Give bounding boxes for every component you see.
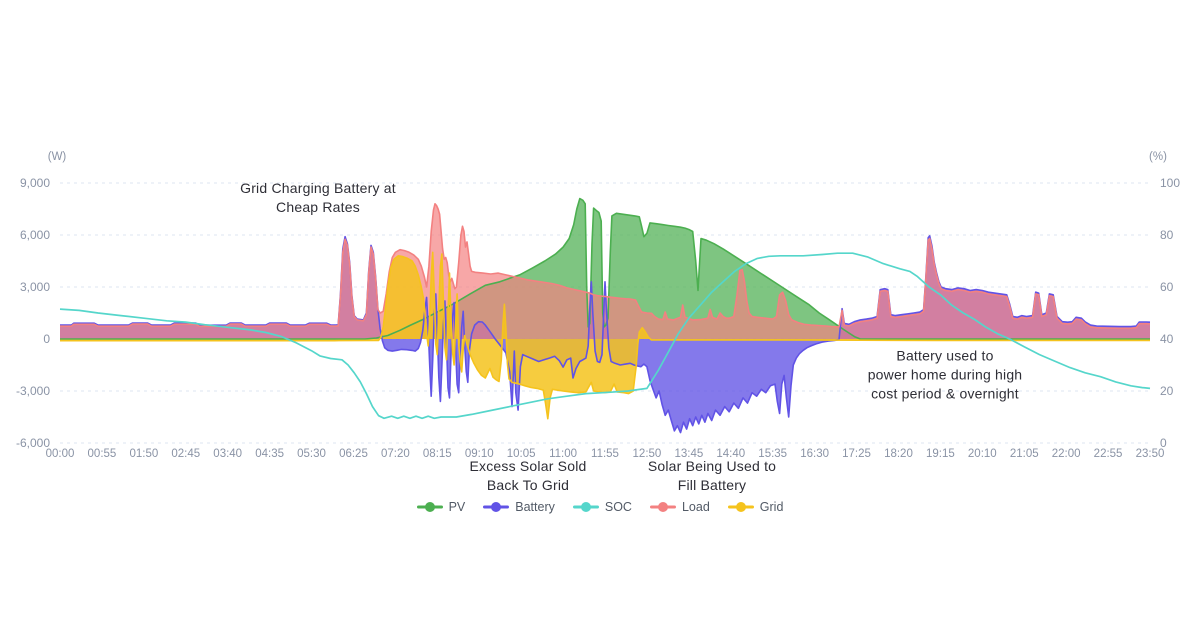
x-axis-tick: 16:30 [800,448,829,460]
right-axis-tick: 20 [1160,384,1174,398]
legend-item-load[interactable]: Load [649,500,710,514]
series-pv-line [60,197,1150,340]
annotation-excess-solar: Excess Solar Sold Back To Grid [469,458,587,493]
left-axis-unit-label: (W) [47,151,67,163]
x-axis-tick: 15:35 [758,448,787,460]
left-axis-tick: 9,000 [20,176,50,190]
right-axis-unit-label: (%) [1149,151,1167,163]
x-axis-tick: 18:20 [884,448,913,460]
legend: PV Battery SOC Load Grid [0,500,1200,514]
x-axis-tick: 00:00 [46,448,75,460]
legend-label: SOC [604,500,632,514]
annotation-solar-fill-battery: Solar Being Used to Fill Battery [647,458,777,493]
x-axis-tick: 19:15 [926,448,955,460]
series-load-line [60,203,1151,330]
legend-label: Grid [759,500,784,514]
series-grid-area [60,252,1150,419]
annotation-grid-charging: Grid Charging Battery at Cheap Rates [240,180,396,215]
x-axis-tick: 10:05 [507,448,536,460]
left-axis-tick: 6,000 [20,228,50,242]
x-axis-tick: 11:00 [549,448,577,460]
x-axis-tick: 20:10 [968,448,997,460]
right-axis-tick: 80 [1160,228,1174,242]
x-axis-tick: 06:25 [339,448,368,460]
x-axis-tick: 17:25 [842,448,871,460]
x-axis-tick: 21:05 [1010,448,1039,460]
legend-marker-icon [483,502,510,512]
legend-marker-icon [649,502,676,512]
right-axis-tick: 40 [1160,332,1174,346]
legend-item-pv[interactable]: PV [416,500,466,514]
x-axis-tick: 13:45 [674,448,703,460]
x-axis-tick: 08:15 [423,448,452,460]
right-axis-tick: 60 [1160,280,1174,294]
left-axis-tick: 0 [43,332,50,346]
legend-item-soc[interactable]: SOC [572,500,632,514]
right-axis-tick: 100 [1160,176,1180,190]
annotation-battery-powers-home: Battery used to power home during high c… [867,347,1023,402]
left-axis-tick: -3,000 [16,384,50,398]
x-axis-tick: 03:40 [213,448,242,460]
x-axis-tick: 22:00 [1052,448,1081,460]
legend-marker-icon [572,502,599,512]
x-axis-tick: 00:55 [88,448,117,460]
x-axis-tick: 01:50 [129,448,158,460]
x-axis-tick: 04:35 [255,448,284,460]
legend-label: Battery [515,500,555,514]
x-axis-tick: 05:30 [297,448,326,460]
x-axis-tick: 23:50 [1136,448,1165,460]
x-axis-tick: 09:10 [465,448,494,460]
series-soc-line [59,252,1151,420]
x-axis-tick: 07:20 [381,448,410,460]
right-axis-tick: 0 [1160,436,1167,450]
x-axis-tick: 11:55 [591,448,619,460]
legend-marker-icon [727,502,754,512]
x-axis-tick: 14:40 [716,448,745,460]
legend-marker-icon [416,502,443,512]
x-axis-tick: 22:55 [1094,448,1123,460]
left-axis-tick: 3,000 [20,280,50,294]
left-axis-tick: -6,000 [16,436,50,450]
x-axis-tick: 02:45 [171,448,200,460]
series-load-area [60,203,1150,339]
x-axis-tick: 12:50 [633,448,662,460]
legend-item-grid[interactable]: Grid [727,500,784,514]
legend-item-battery[interactable]: Battery [483,500,555,514]
legend-label: Load [681,500,710,514]
legend-label: PV [448,500,466,514]
